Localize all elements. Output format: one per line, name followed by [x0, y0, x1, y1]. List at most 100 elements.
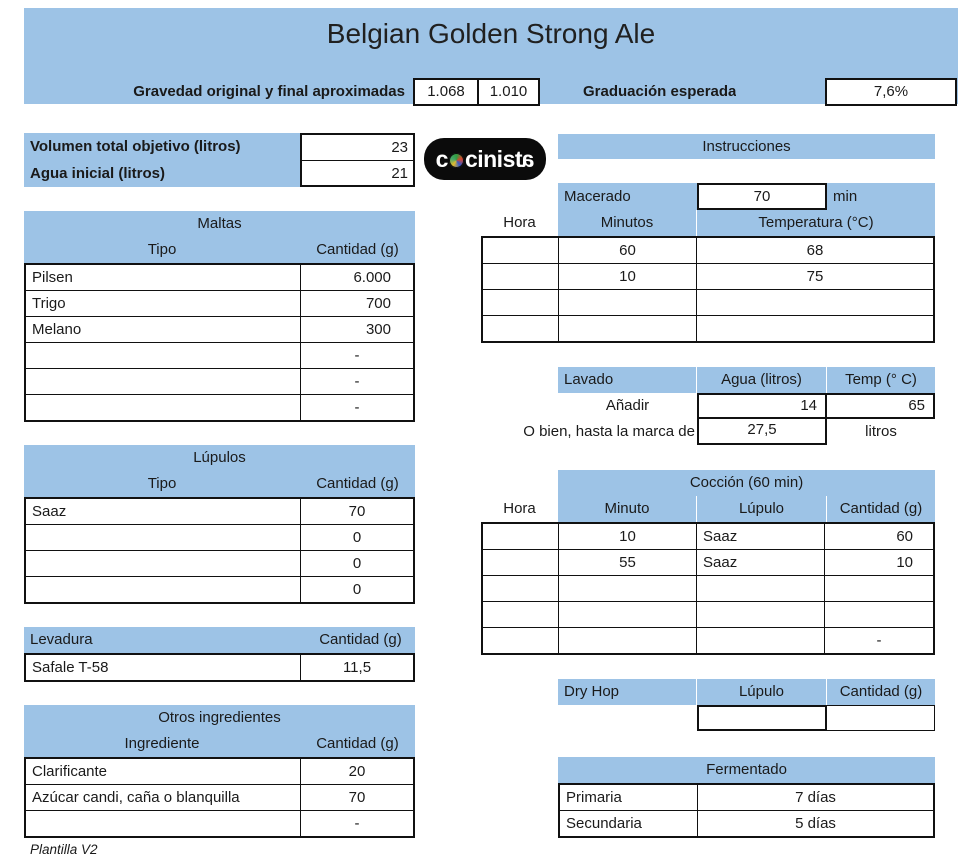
- og-value-field[interactable]: 1.068: [415, 80, 479, 104]
- dryhop-hop-field[interactable]: [697, 705, 827, 731]
- mash-hora-cell[interactable]: [483, 238, 558, 263]
- hop-qty-cell[interactable]: 0: [300, 551, 413, 576]
- sparge-water-field[interactable]: 14: [697, 393, 827, 419]
- initial-water-field[interactable]: 21: [302, 160, 413, 186]
- fermentation-stage-cell[interactable]: Primaria: [566, 789, 622, 806]
- boil-qty-cell[interactable]: 60: [824, 524, 933, 549]
- malt-type-cell[interactable]: [26, 395, 300, 420]
- fg-value-field[interactable]: 1.010: [489, 83, 528, 100]
- malt-type-cell[interactable]: Pilsen: [32, 269, 73, 286]
- malts-qty-column-header: Cantidad (g): [316, 241, 399, 258]
- mash-hora-cell[interactable]: [483, 264, 558, 289]
- mash-minutes-cell[interactable]: 10: [558, 264, 696, 289]
- mash-minutes-cell[interactable]: [558, 316, 696, 341]
- malt-qty-cell[interactable]: -: [300, 395, 413, 420]
- table-row: Saaz 70: [26, 499, 413, 524]
- fermentation-duration-cell[interactable]: 5 días: [697, 811, 933, 836]
- hops-header: Lúpulos Tipo Cantidad (g): [24, 445, 415, 497]
- hops-title: Lúpulos: [193, 449, 246, 466]
- yeast-header: Levadura Cantidad (g): [24, 627, 415, 653]
- boil-table: 10 Saaz 60 55 Saaz 10 -: [481, 522, 935, 655]
- malt-qty-cell[interactable]: 6.000: [300, 265, 413, 290]
- sparge-alt-label: O bien, hasta la marca de: [523, 423, 695, 440]
- table-row: 55 Saaz 10: [483, 549, 933, 575]
- mash-temperature-cell[interactable]: 68: [696, 238, 933, 263]
- mash-minutes-cell[interactable]: 60: [558, 238, 696, 263]
- boil-minute-cell[interactable]: [558, 628, 696, 653]
- other-ingredient-cell[interactable]: [26, 811, 300, 836]
- boil-minute-cell[interactable]: [558, 576, 696, 601]
- boil-minute-cell[interactable]: 10: [558, 524, 696, 549]
- boil-hora-cell[interactable]: [483, 628, 558, 653]
- boil-qty-cell[interactable]: -: [824, 628, 933, 653]
- hop-qty-cell[interactable]: 0: [300, 525, 413, 550]
- boil-qty-cell[interactable]: [824, 602, 933, 627]
- boil-hora-cell[interactable]: [483, 524, 558, 549]
- mash-hora-cell[interactable]: [483, 316, 558, 341]
- boil-hora-cell[interactable]: [483, 576, 558, 601]
- dryhop-qty-field[interactable]: [827, 705, 935, 731]
- fermentation-title: Fermentado: [558, 757, 935, 783]
- table-row: 0: [26, 576, 413, 602]
- other-ingredient-cell[interactable]: Clarificante: [32, 763, 108, 780]
- boil-title: Cocción (60 min): [558, 470, 935, 496]
- mash-hora-cell[interactable]: [483, 290, 558, 315]
- table-row: -: [26, 368, 413, 394]
- sparge-temp-field[interactable]: 65: [827, 393, 935, 419]
- mash-label: Macerado: [564, 188, 631, 205]
- boil-hop-cell[interactable]: [696, 576, 824, 601]
- yeast-title: Levadura: [30, 631, 93, 648]
- mash-temperature-cell[interactable]: [696, 316, 933, 341]
- sparge-mark-field[interactable]: 27,5: [697, 419, 827, 445]
- mash-time-field[interactable]: 70: [697, 183, 827, 210]
- mash-temperature-cell[interactable]: [696, 290, 933, 315]
- mash-temperature-cell[interactable]: 75: [696, 264, 933, 289]
- boil-hop-cell[interactable]: [696, 628, 824, 653]
- mash-minutes-cell[interactable]: [558, 290, 696, 315]
- malt-qty-cell[interactable]: -: [300, 369, 413, 394]
- hop-qty-cell[interactable]: 70: [300, 499, 413, 524]
- boil-hora-cell[interactable]: [483, 602, 558, 627]
- boil-minute-cell[interactable]: 55: [558, 550, 696, 575]
- malt-qty-cell[interactable]: 300: [300, 317, 413, 342]
- other-ingredients-table: Clarificante 20 Azúcar candi, caña o bla…: [24, 757, 415, 838]
- boil-hora-cell[interactable]: [483, 550, 558, 575]
- malt-qty-cell[interactable]: 700: [300, 291, 413, 316]
- boil-hop-cell[interactable]: Saaz: [696, 550, 824, 575]
- boil-hop-cell[interactable]: Saaz: [696, 524, 824, 549]
- malt-type-cell[interactable]: Melano: [32, 321, 82, 338]
- yeast-name-cell[interactable]: Safale T-58: [32, 659, 109, 676]
- table-row: [483, 601, 933, 627]
- table-row: 10 75: [483, 263, 933, 289]
- fermentation-stage-cell[interactable]: Secundaria: [566, 815, 642, 832]
- hop-qty-cell[interactable]: 0: [300, 577, 413, 602]
- table-row: -: [26, 342, 413, 368]
- other-qty-cell[interactable]: 20: [300, 759, 413, 784]
- hop-type-cell[interactable]: [26, 577, 300, 602]
- malt-type-cell[interactable]: [26, 369, 300, 394]
- table-row: 0: [26, 550, 413, 576]
- boil-hop-cell[interactable]: [696, 602, 824, 627]
- malt-type-cell[interactable]: [26, 343, 300, 368]
- hop-type-cell[interactable]: [26, 525, 300, 550]
- hop-type-cell[interactable]: Saaz: [32, 503, 67, 520]
- abv-value-field[interactable]: 7,6%: [825, 78, 957, 106]
- malt-qty-cell[interactable]: -: [300, 343, 413, 368]
- malts-title: Maltas: [197, 215, 242, 232]
- fermentation-duration-cell[interactable]: 7 días: [697, 785, 933, 810]
- malt-type-cell[interactable]: Trigo: [32, 295, 66, 312]
- total-volume-field[interactable]: 23: [391, 139, 408, 156]
- hop-type-cell[interactable]: [26, 551, 300, 576]
- boil-qty-cell[interactable]: [824, 576, 933, 601]
- boil-hora-column-header: Hora: [503, 500, 536, 517]
- other-qty-cell[interactable]: -: [300, 811, 413, 836]
- boil-minute-cell[interactable]: [558, 602, 696, 627]
- other-ingredient-cell[interactable]: Azúcar candi, caña o blanquilla: [32, 789, 240, 806]
- other-qty-cell[interactable]: 70: [300, 785, 413, 810]
- yeast-qty-cell[interactable]: 11,5: [300, 655, 413, 680]
- gravity-label: Gravedad original y final aproximadas: [133, 83, 405, 100]
- table-row: Primaria 7 días: [560, 785, 933, 810]
- boil-qty-cell[interactable]: 10: [824, 550, 933, 575]
- yeast-qty-column-header: Cantidad (g): [319, 631, 402, 648]
